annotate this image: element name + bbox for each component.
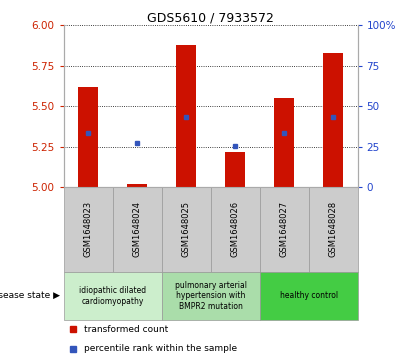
Text: percentile rank within the sample: percentile rank within the sample [84,344,238,353]
Bar [113,187,162,272]
Text: GSM1648025: GSM1648025 [182,201,191,257]
Text: GSM1648023: GSM1648023 [84,201,93,257]
Bar [309,187,358,272]
Bar [64,187,113,272]
Bar [225,152,245,187]
Text: healthy control: healthy control [279,291,338,300]
Bar [64,272,162,320]
Title: GDS5610 / 7933572: GDS5610 / 7933572 [147,11,274,24]
Bar [260,272,358,320]
Text: GSM1648027: GSM1648027 [279,201,289,257]
Text: transformed count: transformed count [84,325,169,334]
Bar [323,53,343,187]
Bar [162,187,211,272]
Bar [260,187,309,272]
Bar [79,87,98,187]
Bar [274,98,294,187]
Bar [127,184,147,187]
Bar [211,187,260,272]
Text: disease state ▶: disease state ▶ [0,291,60,300]
Text: GSM1648024: GSM1648024 [133,201,142,257]
Text: GSM1648028: GSM1648028 [328,201,337,257]
Bar [162,272,260,320]
Text: idiopathic dilated
cardiomyopathy: idiopathic dilated cardiomyopathy [79,286,146,306]
Text: pulmonary arterial
hypertension with
BMPR2 mutation: pulmonary arterial hypertension with BMP… [175,281,247,311]
Bar [176,45,196,187]
Text: GSM1648026: GSM1648026 [231,201,240,257]
